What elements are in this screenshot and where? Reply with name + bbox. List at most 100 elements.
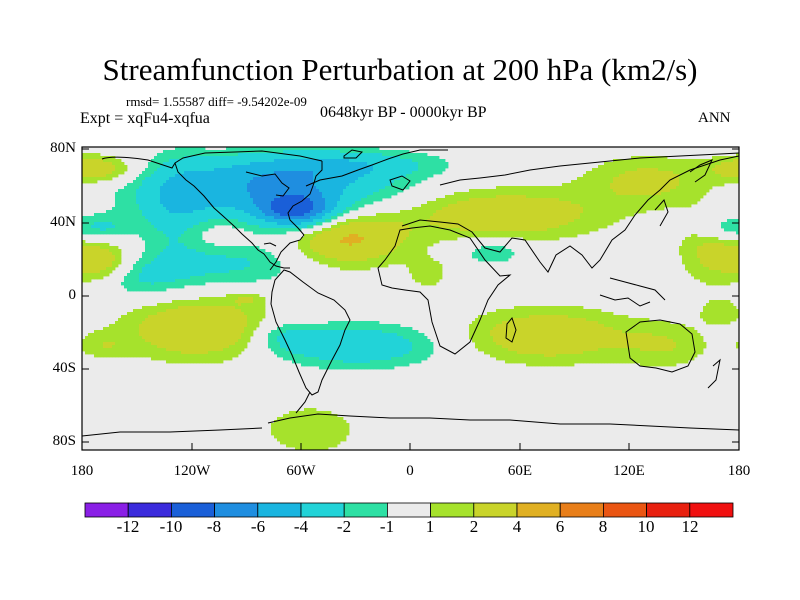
contour-cell <box>190 159 194 163</box>
contour-cell <box>643 192 647 196</box>
contour-cell <box>472 210 476 214</box>
contour-cell <box>346 168 350 172</box>
contour-cell <box>214 189 218 193</box>
contour-cell <box>385 243 389 247</box>
contour-cell <box>634 210 638 214</box>
contour-cell <box>331 210 335 214</box>
contour-cell <box>571 225 575 229</box>
contour-cell <box>301 177 305 181</box>
contour-cell <box>658 198 662 202</box>
contour-cell <box>118 228 122 232</box>
contour-cell <box>388 153 392 157</box>
contour-cell <box>550 204 554 208</box>
contour-cell <box>403 213 407 217</box>
contour-cell <box>202 174 206 178</box>
contour-cell <box>166 195 170 199</box>
contour-cell <box>157 237 161 241</box>
contour-cell <box>637 195 641 199</box>
contour-cell <box>229 222 233 226</box>
contour-cell <box>619 216 623 220</box>
contour-cell <box>361 204 365 208</box>
contour-cell <box>307 195 311 199</box>
contour-cell <box>121 201 125 205</box>
contour-cell <box>577 222 581 226</box>
contour-cell <box>649 171 653 175</box>
contour-cell <box>334 246 338 250</box>
contour-cell <box>238 219 242 223</box>
contour-cell <box>235 159 239 163</box>
contour-cell <box>154 231 158 235</box>
contour-cell <box>205 168 209 172</box>
contour-cell <box>193 183 197 187</box>
contour-cell <box>256 213 260 217</box>
contour-cell <box>289 150 293 154</box>
contour-cell <box>223 162 227 166</box>
contour-cell <box>712 165 716 169</box>
contour-cell <box>436 216 440 220</box>
contour-cell <box>718 177 722 181</box>
contour-cell <box>277 189 281 193</box>
contour-cell <box>406 153 410 157</box>
contour-cell <box>679 174 683 178</box>
contour-cell <box>334 225 338 229</box>
contour-cell <box>436 165 440 169</box>
contour-cell <box>376 195 380 199</box>
contour-cell <box>184 177 188 181</box>
contour-cell <box>691 243 695 247</box>
contour-cell <box>277 174 281 178</box>
contour-cell <box>154 162 158 166</box>
contour-cell <box>478 201 482 205</box>
contour-cell <box>712 243 716 247</box>
contour-cell <box>259 162 263 166</box>
contour-cell <box>256 153 260 157</box>
contour-cell <box>208 156 212 160</box>
contour-cell <box>292 174 296 178</box>
contour-cell <box>316 159 320 163</box>
contour-cell <box>442 168 446 172</box>
contour-cell <box>322 174 326 178</box>
contour-cell <box>430 201 434 205</box>
contour-cell <box>319 168 323 172</box>
contour-cell <box>277 216 281 220</box>
contour-cell <box>319 210 323 214</box>
contour-cell <box>700 177 704 181</box>
contour-cell <box>202 207 206 211</box>
contour-cell <box>544 225 548 229</box>
contour-cell <box>442 210 446 214</box>
contour-cell <box>118 195 122 199</box>
contour-cell <box>310 183 314 187</box>
contour-cell <box>394 219 398 223</box>
contour-cell <box>604 183 608 187</box>
contour-cell <box>316 237 320 241</box>
contour-cell <box>178 225 182 229</box>
contour-cell <box>187 198 191 202</box>
contour-cell <box>517 228 521 232</box>
contour-cell <box>574 231 578 235</box>
contour-cell <box>472 234 476 238</box>
contour-cell <box>721 165 725 169</box>
contour-cell <box>247 189 251 193</box>
contour-cell <box>145 168 149 172</box>
contour-cell <box>163 162 167 166</box>
contour-cell <box>523 213 527 217</box>
contour-cell <box>106 246 110 250</box>
contour-cell <box>148 177 152 181</box>
contour-cell <box>394 228 398 232</box>
contour-cell <box>142 234 146 238</box>
contour-cell <box>208 153 212 157</box>
contour-cell <box>661 165 665 169</box>
contour-cell <box>145 174 149 178</box>
contour-cell <box>625 186 629 190</box>
contour-cell <box>493 195 497 199</box>
contour-cell <box>97 216 101 220</box>
contour-cell <box>670 192 674 196</box>
contour-cell <box>208 171 212 175</box>
contour-cell <box>289 222 293 226</box>
contour-cell <box>268 204 272 208</box>
contour-cell <box>304 195 308 199</box>
contour-cell <box>409 210 413 214</box>
contour-cell <box>202 213 206 217</box>
contour-cell <box>193 219 197 223</box>
contour-cell <box>631 204 635 208</box>
contour-cell <box>355 228 359 232</box>
